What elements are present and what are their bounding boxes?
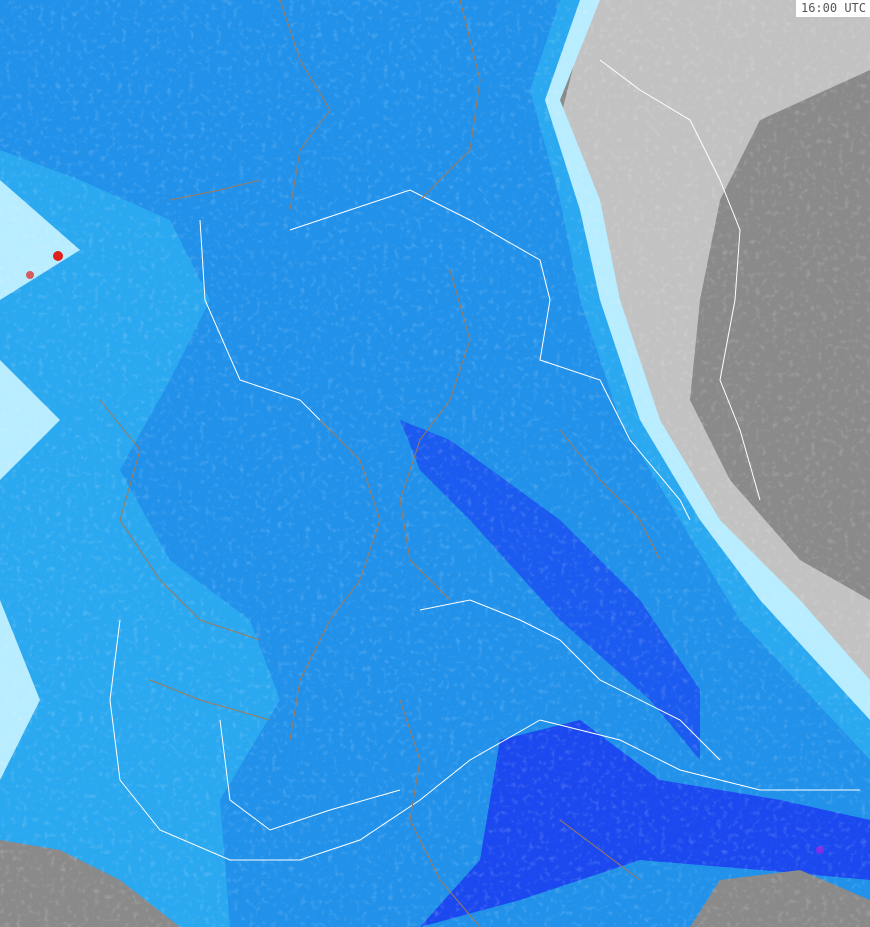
country-borders: [109, 59, 860, 861]
region-borders: [99, 0, 661, 927]
timestamp-label: 16:00 UTC: [795, 0, 870, 17]
extreme-precip-cells: [26, 251, 824, 854]
